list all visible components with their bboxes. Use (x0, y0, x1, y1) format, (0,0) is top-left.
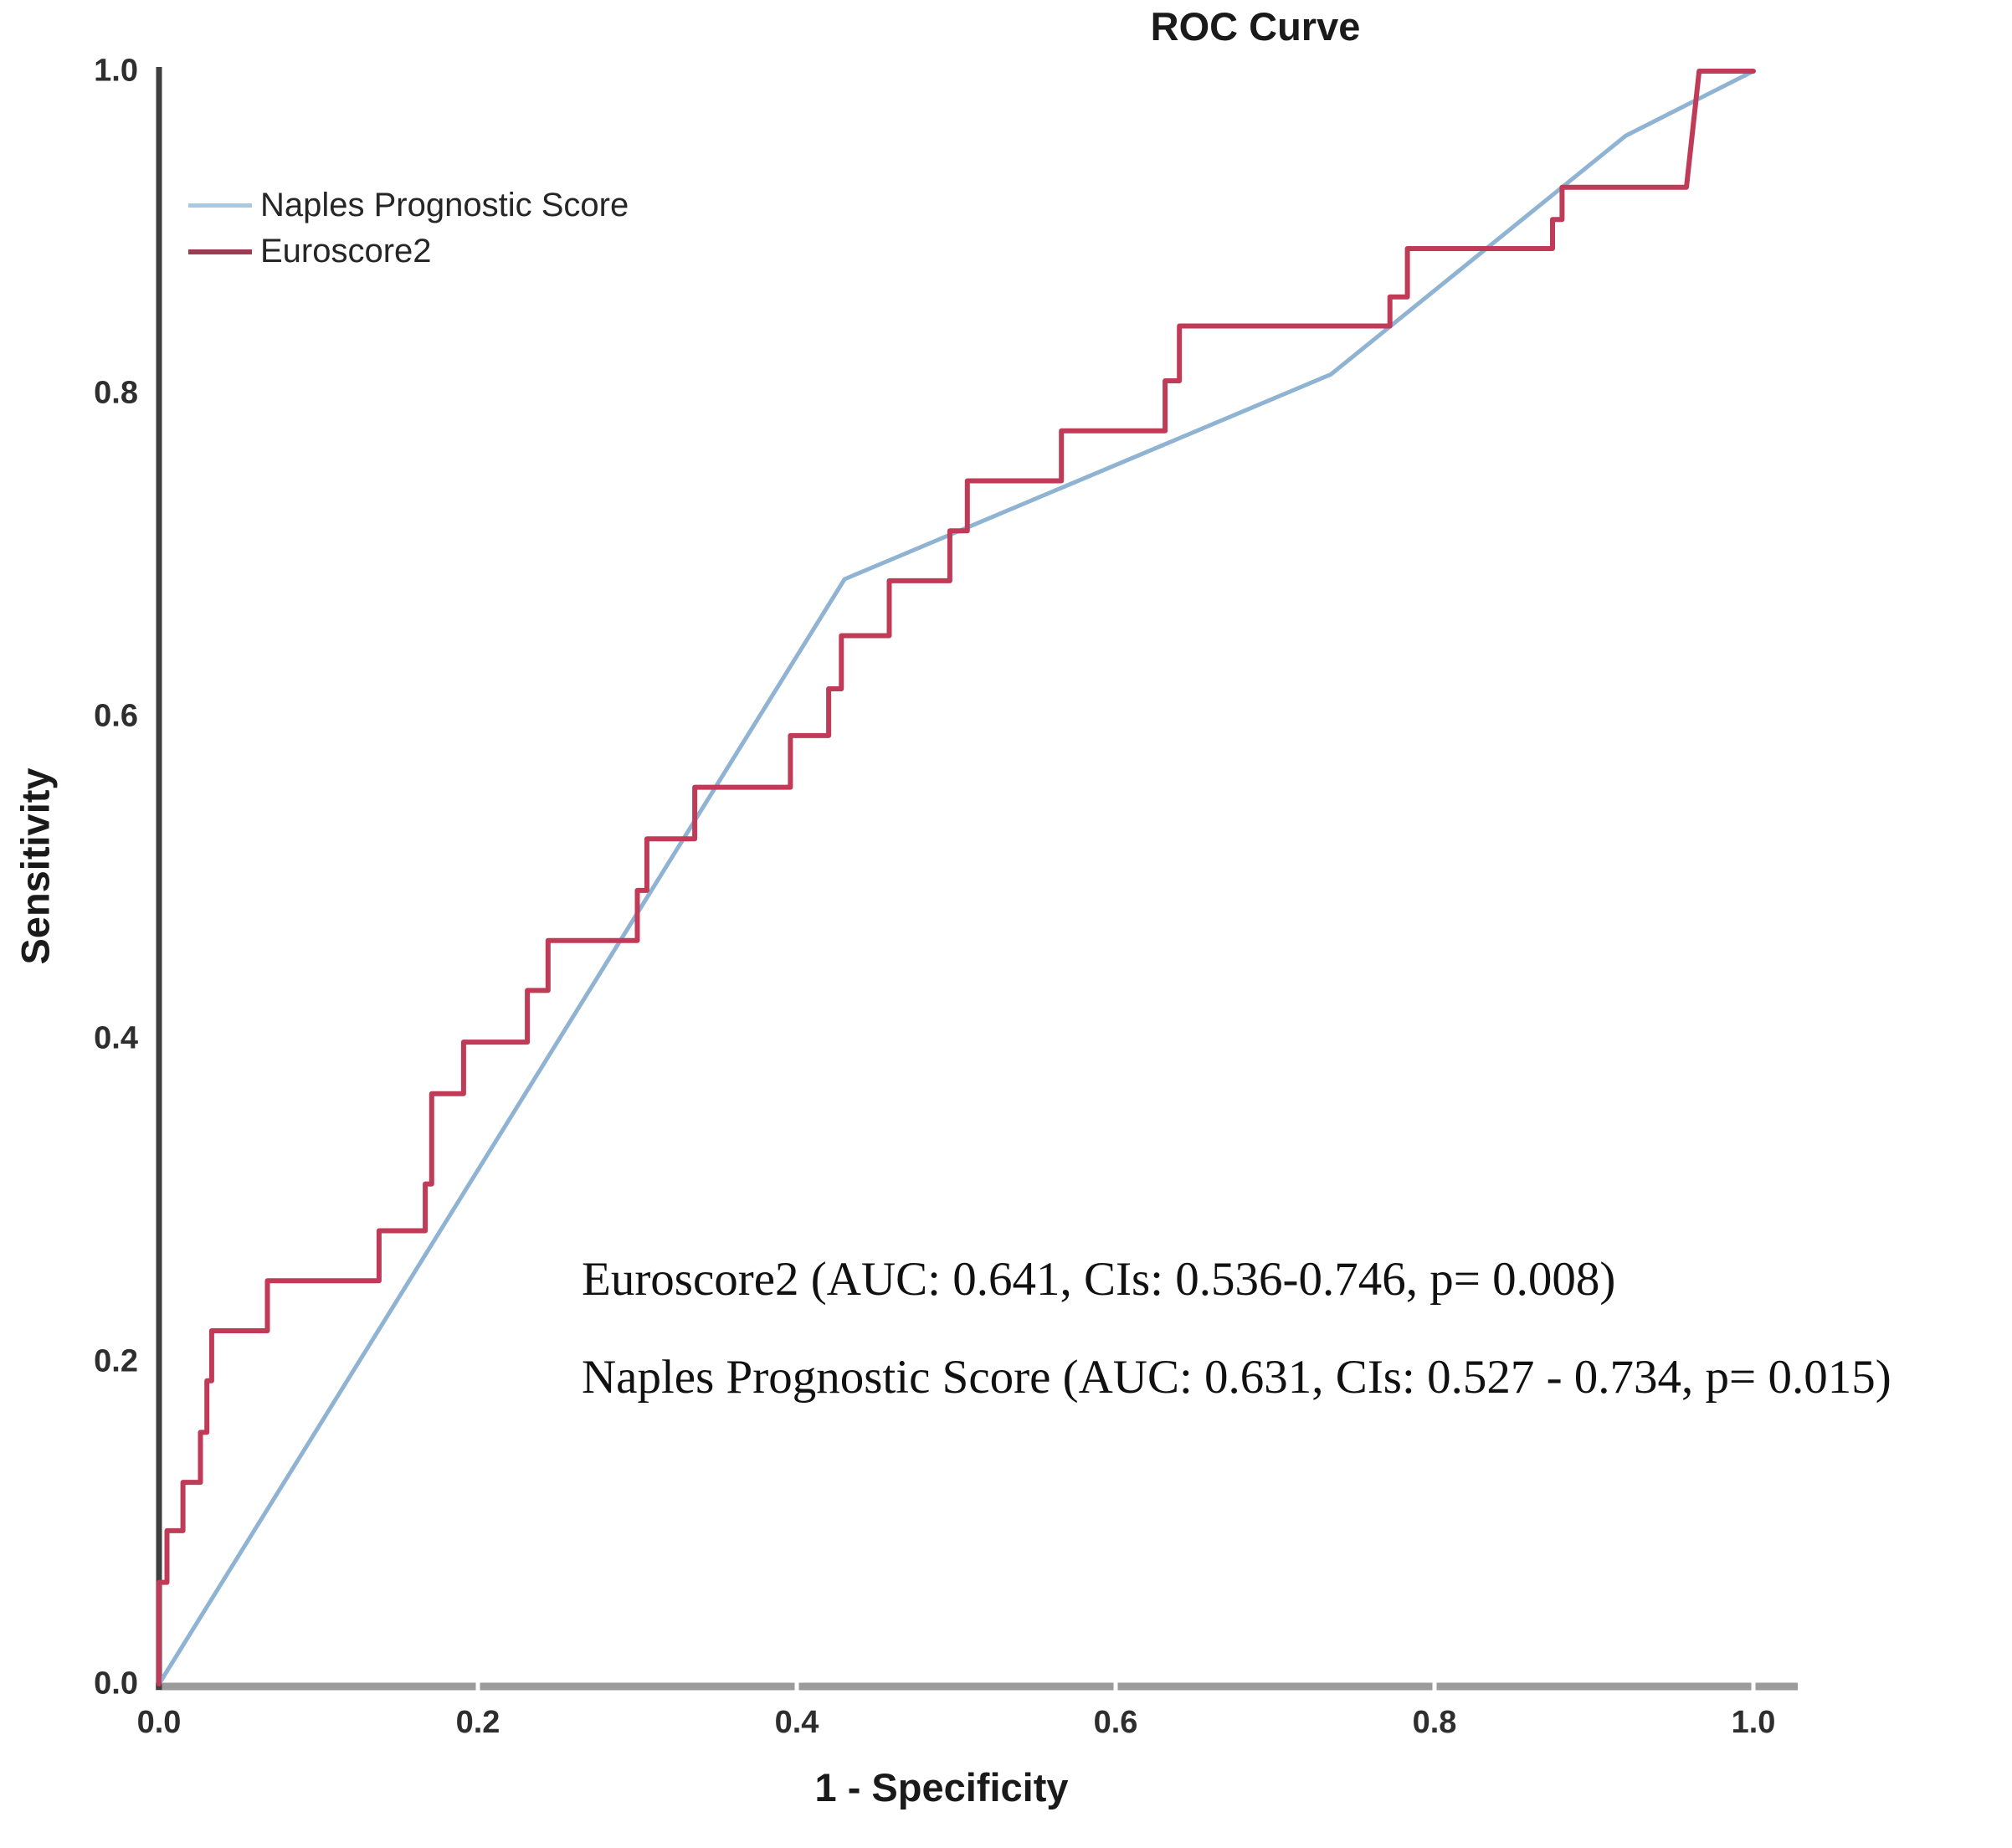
x-tick-label: 0.2 (455, 1705, 500, 1740)
y-tick-label: 0.0 (94, 1666, 138, 1702)
x-axis-title: 1 - Specificity (814, 1765, 1069, 1810)
x-tick-label: 1.0 (1731, 1705, 1776, 1740)
chart-title: ROC Curve (1150, 4, 1361, 49)
x-tick-mark (794, 1681, 799, 1691)
legend-label-euroscore2: Euroscore2 (260, 233, 432, 270)
x-tick-label: 0.0 (136, 1705, 182, 1740)
y-tick-label: 1.0 (94, 53, 138, 89)
y-tick-label: 0.4 (94, 1020, 138, 1056)
euroscore2-curve (157, 69, 1756, 1686)
axis-tick-marks (475, 1681, 1756, 1691)
x-tick-mark (475, 1681, 480, 1691)
x-tick-mark (1113, 1681, 1118, 1691)
x-tick-mark (1432, 1681, 1437, 1691)
y-tick-label: 0.8 (94, 375, 138, 411)
naples-line-swatch (188, 203, 252, 208)
y-tick-label: 0.6 (94, 698, 138, 734)
x-tick-mark (1751, 1681, 1756, 1691)
x-tick-label: 0.4 (774, 1705, 819, 1740)
x-tick-label: 0.8 (1412, 1705, 1457, 1740)
euroscore2-line-swatch (188, 249, 252, 254)
naples-auc-text: Naples Prognostic Score (AUC: 0.631, CIs… (582, 1351, 1891, 1404)
y-axis-title: Sensitivity (13, 767, 58, 965)
x-tick-label: 0.6 (1093, 1705, 1138, 1740)
euroscore2-auc-text: Euroscore2 (AUC: 0.641, CIs: 0.536-0.746… (582, 1253, 1616, 1306)
auc-annotations: Euroscore2 (AUC: 0.641, CIs: 0.536-0.746… (582, 1252, 1891, 1448)
legend-item-naples: Naples Prognostic Score (188, 182, 629, 228)
naples-prognostic-score-curve (157, 69, 1756, 1686)
legend-item-euroscore2: Euroscore2 (188, 228, 629, 275)
legend: Naples Prognostic Score Euroscore2 (188, 182, 629, 275)
y-tick-label: 0.2 (94, 1343, 138, 1379)
legend-label-naples: Naples Prognostic Score (260, 187, 629, 223)
